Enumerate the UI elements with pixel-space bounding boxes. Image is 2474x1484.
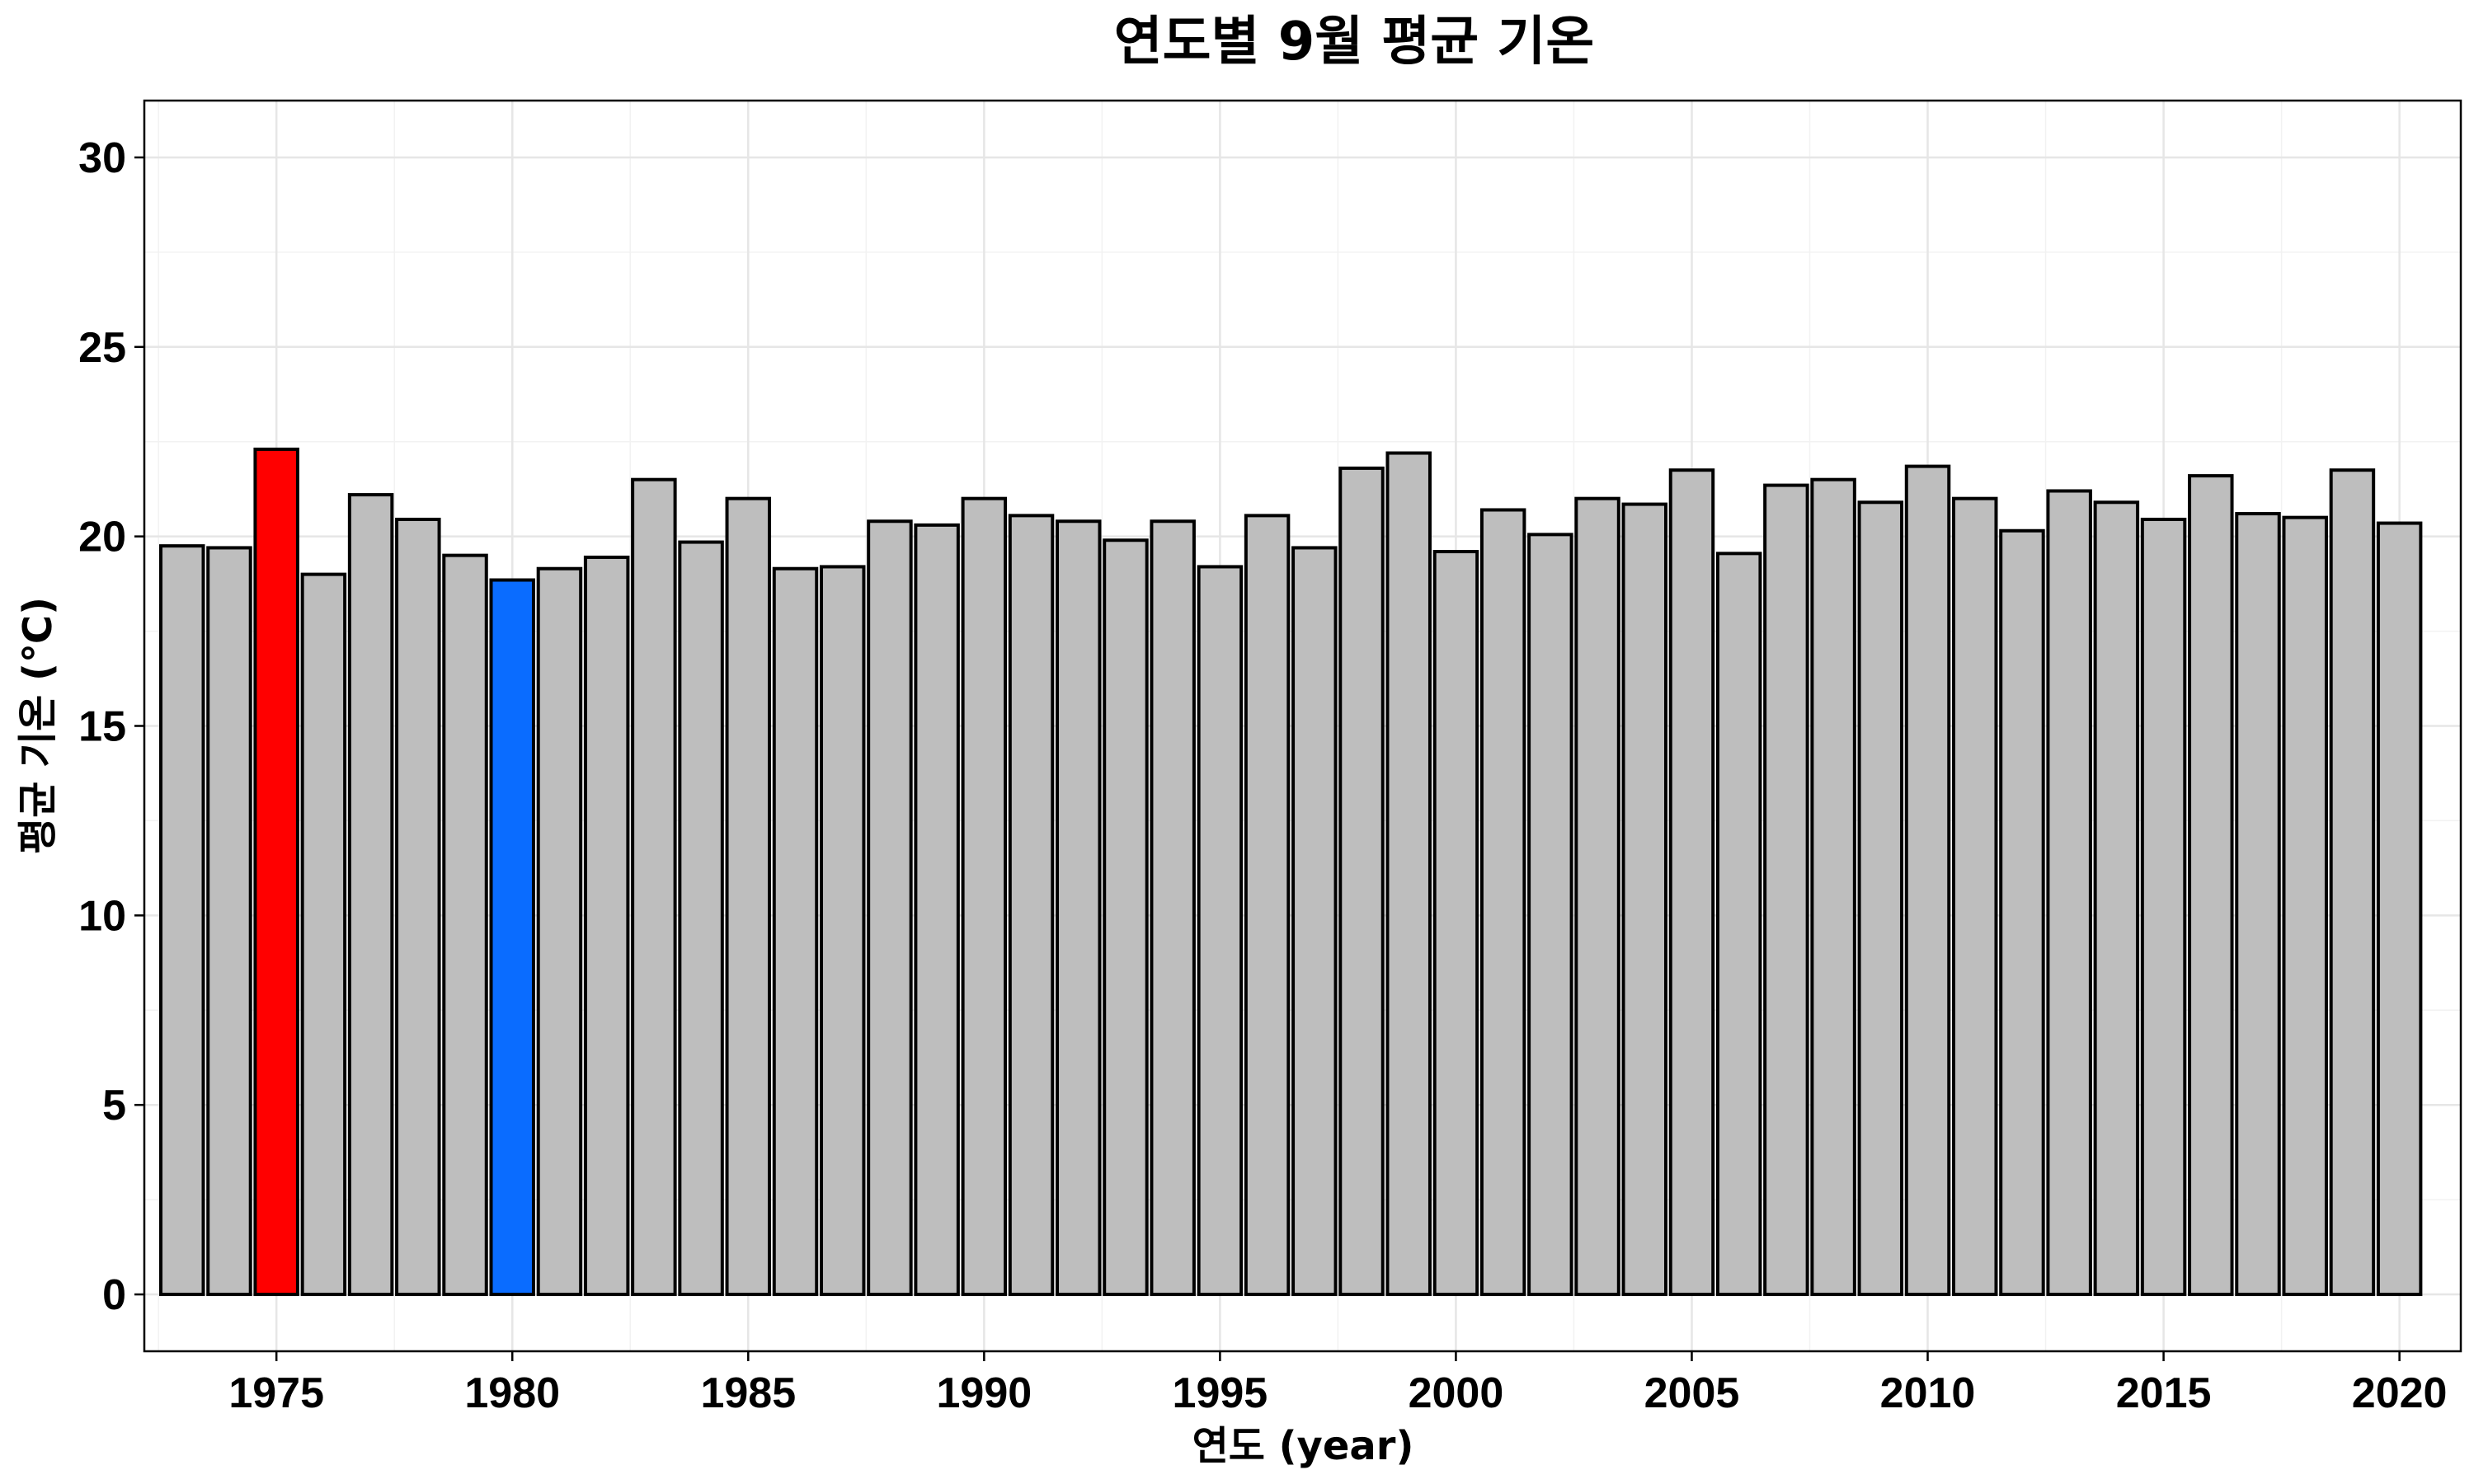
bar-2016 — [2188, 474, 2234, 1297]
bar-1992 — [1056, 519, 1102, 1297]
bar-2010 — [1904, 464, 1951, 1297]
bar-1986 — [772, 566, 819, 1297]
bar-2017 — [2235, 512, 2281, 1297]
bar-2013 — [2046, 489, 2092, 1297]
y-tick-label: 5 — [102, 1082, 126, 1129]
bar-1980 — [489, 578, 535, 1297]
bar-2012 — [1999, 528, 2045, 1297]
bar-1993 — [1103, 538, 1149, 1297]
y-axis: 0 5 10 15 20 25 30 — [78, 134, 144, 1319]
bar-1973 — [159, 544, 205, 1297]
y-axis-title: 평균 기온 (℃) — [15, 597, 61, 854]
x-tick-label: 1975 — [228, 1369, 324, 1417]
bar-2019 — [2329, 468, 2376, 1297]
bar-1998 — [1338, 466, 1385, 1297]
bars — [159, 447, 2423, 1297]
y-tick-label: 10 — [78, 892, 126, 940]
bar-1994 — [1150, 519, 1196, 1297]
bar-2007 — [1763, 483, 1809, 1297]
bar-1981 — [536, 566, 583, 1297]
bar-1989 — [914, 523, 960, 1297]
bar-1974 — [206, 546, 252, 1297]
bar-1995 — [1197, 565, 1244, 1297]
chart-title: 연도별 9월 평균 기온 — [1114, 12, 1594, 73]
x-tick-label: 1980 — [464, 1369, 560, 1417]
bar-1996 — [1244, 514, 1291, 1297]
bar-1991 — [1008, 514, 1055, 1297]
bar-2003 — [1574, 496, 1620, 1297]
bar-1976 — [300, 572, 347, 1297]
y-tick-label: 20 — [78, 514, 126, 561]
x-axis: 1975 1980 1985 1990 1995 2000 2005 2010 2015 2020 — [228, 1351, 2447, 1417]
bar-1983 — [631, 477, 677, 1297]
bar-2018 — [2282, 515, 2328, 1297]
bar-1975 — [253, 447, 299, 1297]
bar-1984 — [678, 540, 724, 1297]
x-axis-title: 연도 (year) — [1192, 1423, 1414, 1469]
bar-1987 — [819, 565, 866, 1297]
x-tick-label: 1985 — [700, 1369, 796, 1417]
x-tick-label: 1995 — [1173, 1369, 1268, 1417]
bar-2011 — [1951, 496, 1998, 1297]
bar-1997 — [1291, 546, 1338, 1297]
bar-1979 — [442, 553, 488, 1297]
bar-2002 — [1527, 533, 1573, 1297]
y-tick-label: 0 — [102, 1271, 126, 1319]
bar-1990 — [961, 496, 1008, 1297]
x-tick-label: 2015 — [2116, 1369, 2212, 1417]
bar-1999 — [1385, 451, 1432, 1297]
bar-1982 — [583, 555, 630, 1297]
bar-2001 — [1479, 508, 1526, 1297]
bar-2005 — [1668, 468, 1715, 1297]
bar-2000 — [1432, 550, 1479, 1297]
x-tick-label: 2005 — [1644, 1369, 1740, 1417]
y-tick-label: 15 — [78, 703, 126, 751]
y-tick-label: 30 — [78, 134, 126, 182]
bar-2006 — [1715, 552, 1762, 1297]
bar-2009 — [1857, 500, 1904, 1297]
bar-2008 — [1810, 477, 1856, 1297]
x-tick-label: 2020 — [2352, 1369, 2448, 1417]
x-tick-label: 2010 — [1880, 1369, 1976, 1417]
bar-1985 — [725, 496, 772, 1297]
bar-2020 — [2376, 521, 2423, 1297]
x-tick-label: 1990 — [936, 1369, 1032, 1417]
y-tick-label: 25 — [78, 324, 126, 372]
bar-2015 — [2140, 517, 2187, 1297]
bar-2014 — [2093, 500, 2140, 1297]
bar-2004 — [1621, 502, 1668, 1297]
x-tick-label: 2000 — [1409, 1369, 1504, 1417]
bar-1978 — [395, 517, 441, 1297]
bar-1977 — [347, 493, 394, 1297]
bar-1988 — [867, 519, 913, 1297]
